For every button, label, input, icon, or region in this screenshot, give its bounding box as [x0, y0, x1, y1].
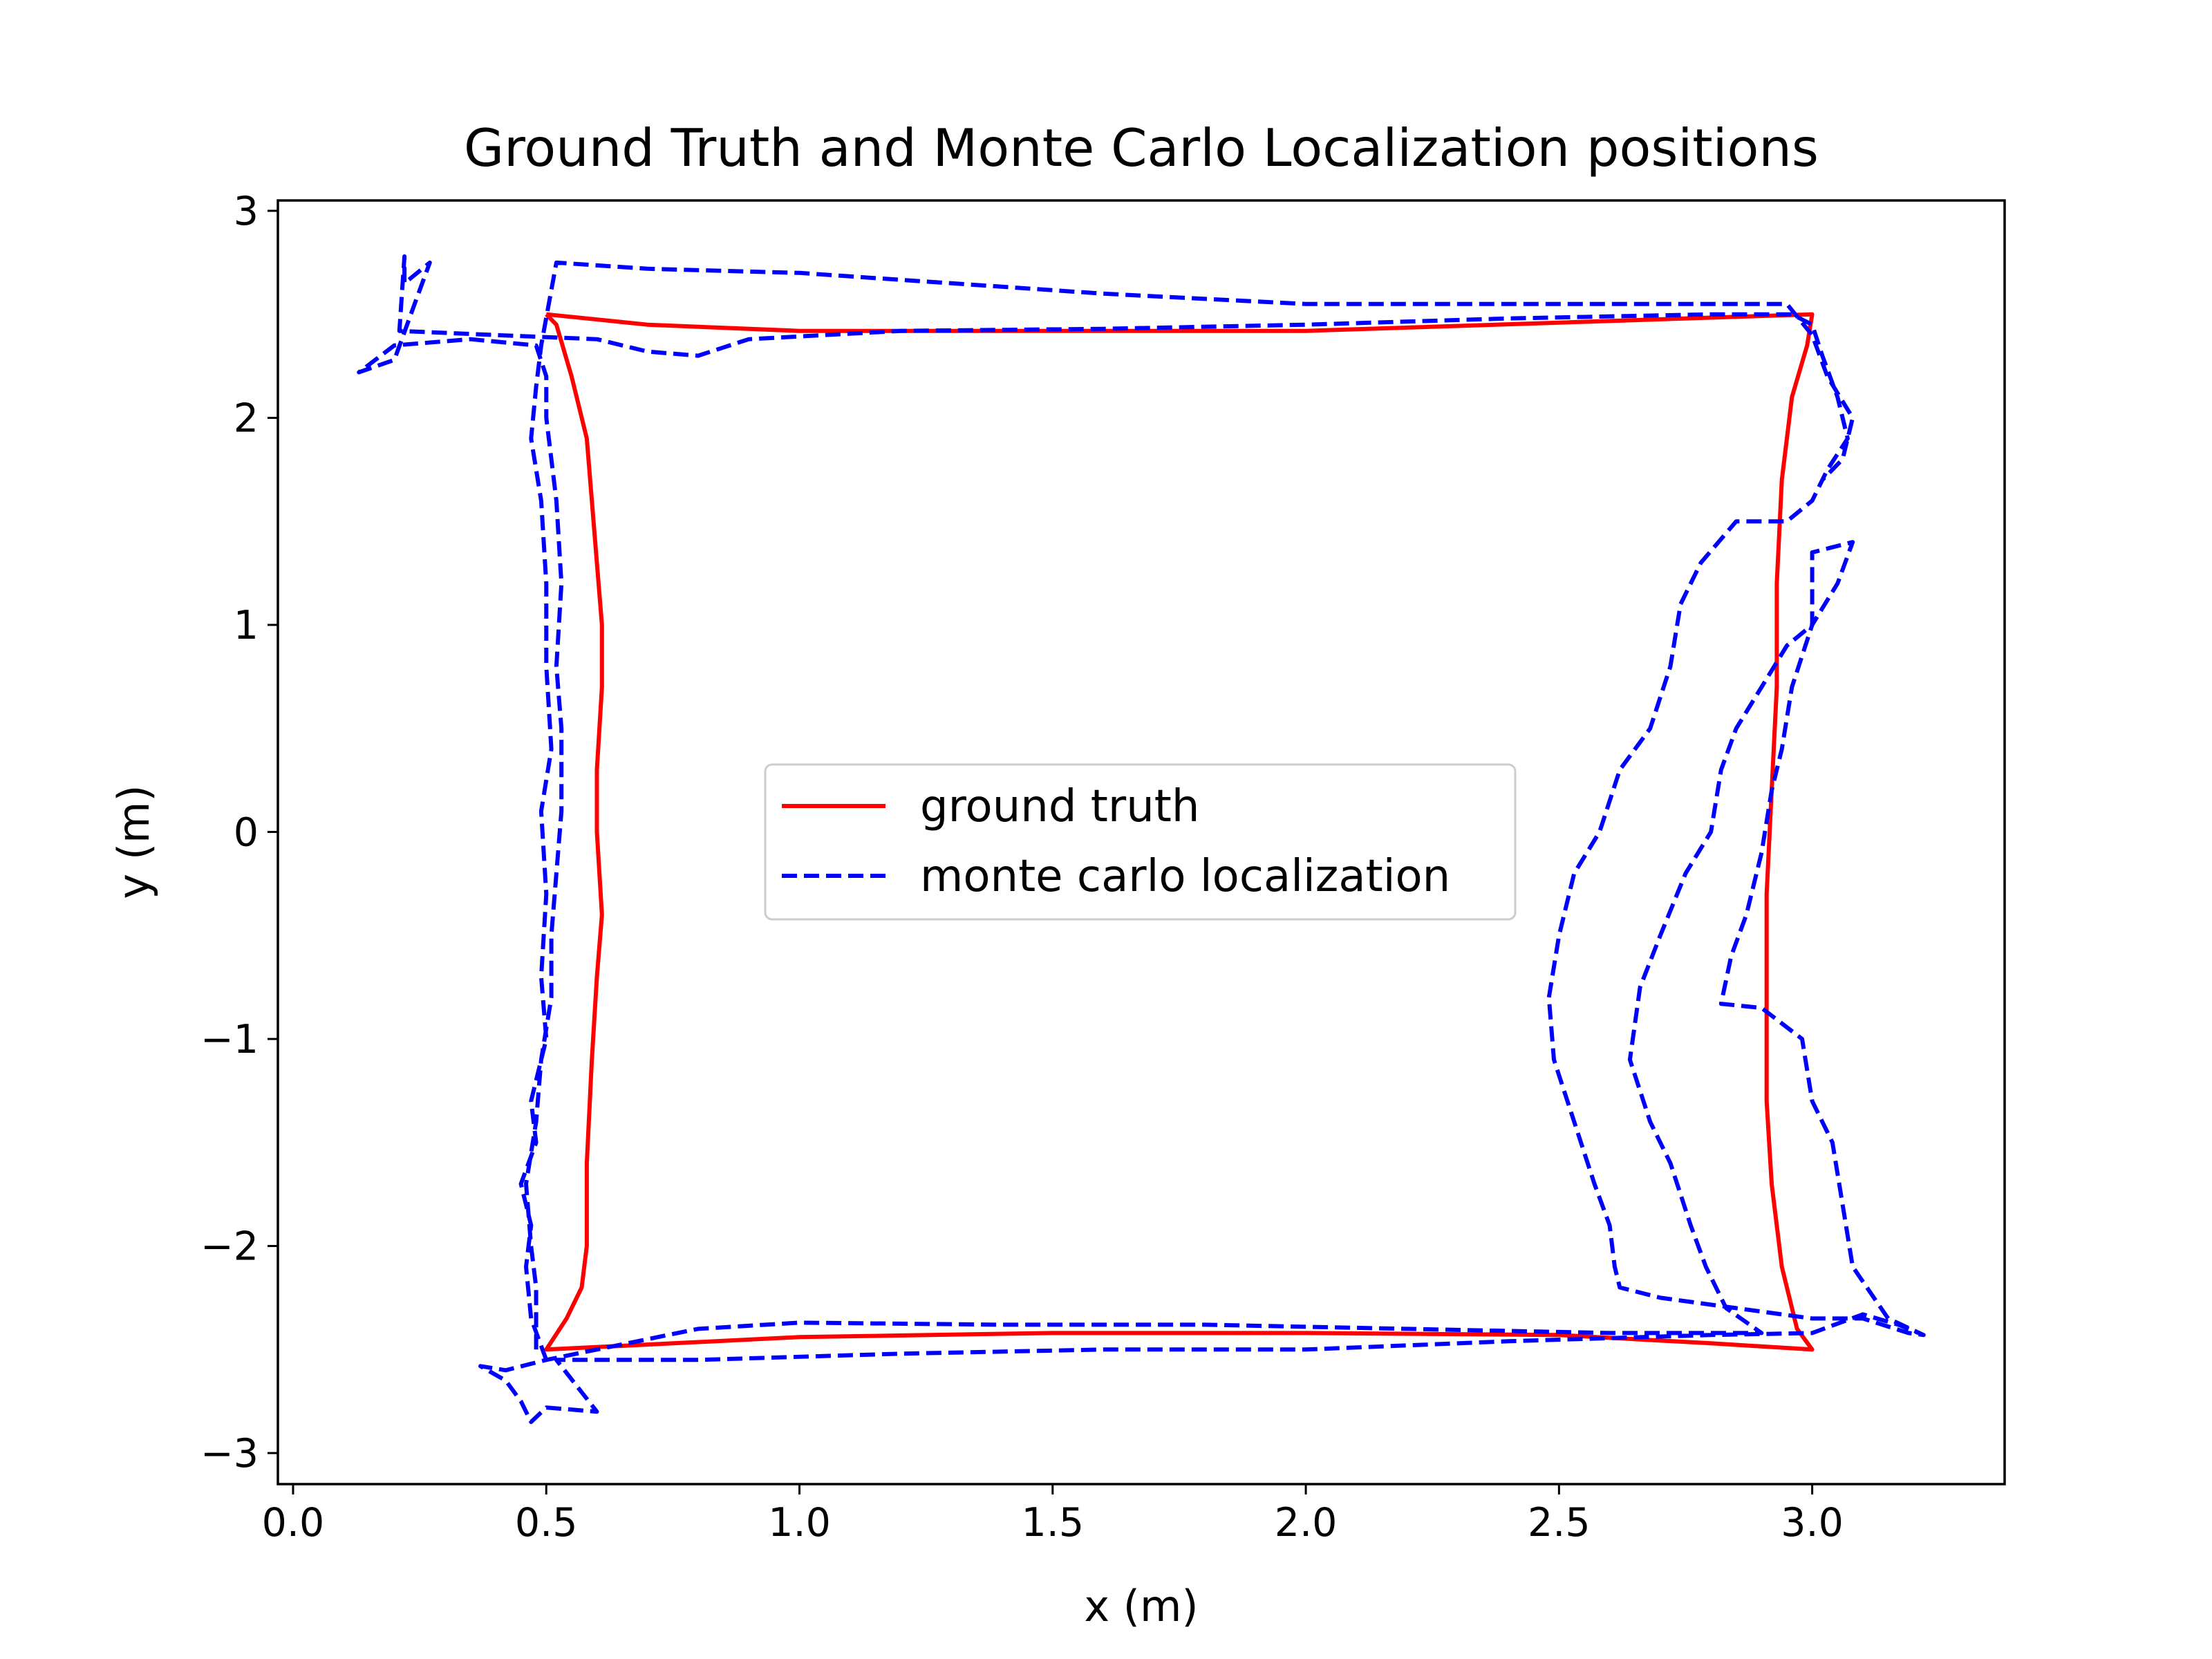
- y-tick-label: −3: [200, 1431, 259, 1477]
- x-tick-label: 1.0: [768, 1500, 831, 1546]
- legend-frame: [764, 763, 1517, 921]
- x-tick-label: 2.5: [1528, 1500, 1591, 1546]
- y-tick-label: 3: [234, 189, 259, 234]
- series-monte-carlo-line-2: [518, 260, 1855, 1361]
- chart-title: Ground Truth and Monte Carlo Localizatio…: [464, 118, 1819, 178]
- x-tick-label: 0.5: [515, 1500, 578, 1546]
- y-axis: −3 −2 −1 0 1 2 3: [200, 189, 278, 1477]
- y-tick-label: 0: [234, 810, 259, 856]
- legend-label-ground-truth: ground truth: [920, 781, 1199, 832]
- x-tick-label: 2.0: [1275, 1500, 1338, 1546]
- x-tick-label: 3.0: [1781, 1500, 1844, 1546]
- series-ground-truth-line-0: [544, 312, 1815, 1352]
- x-tick-label: 0.0: [262, 1500, 325, 1546]
- x-axis: 0.0 0.5 1.0 1.5 2.0 2.5 3.0: [262, 1484, 1844, 1546]
- y-axis-label: y (m): [109, 785, 159, 899]
- legend-label-monte-carlo: monte carlo localization: [920, 851, 1450, 902]
- legend: ground truth monte carlo localization: [764, 763, 1517, 921]
- y-tick-label: 2: [234, 395, 259, 441]
- y-tick-label: −2: [200, 1224, 259, 1270]
- plot-frame: [276, 199, 2006, 1485]
- series-layer: [357, 254, 1926, 1425]
- x-axis-label: x (m): [1084, 1581, 1198, 1631]
- series-monte-carlo-line-1: [357, 254, 1926, 1425]
- x-tick-label: 1.5: [1021, 1500, 1084, 1546]
- y-tick-label: 1: [234, 603, 259, 648]
- y-tick-label: −1: [200, 1017, 259, 1062]
